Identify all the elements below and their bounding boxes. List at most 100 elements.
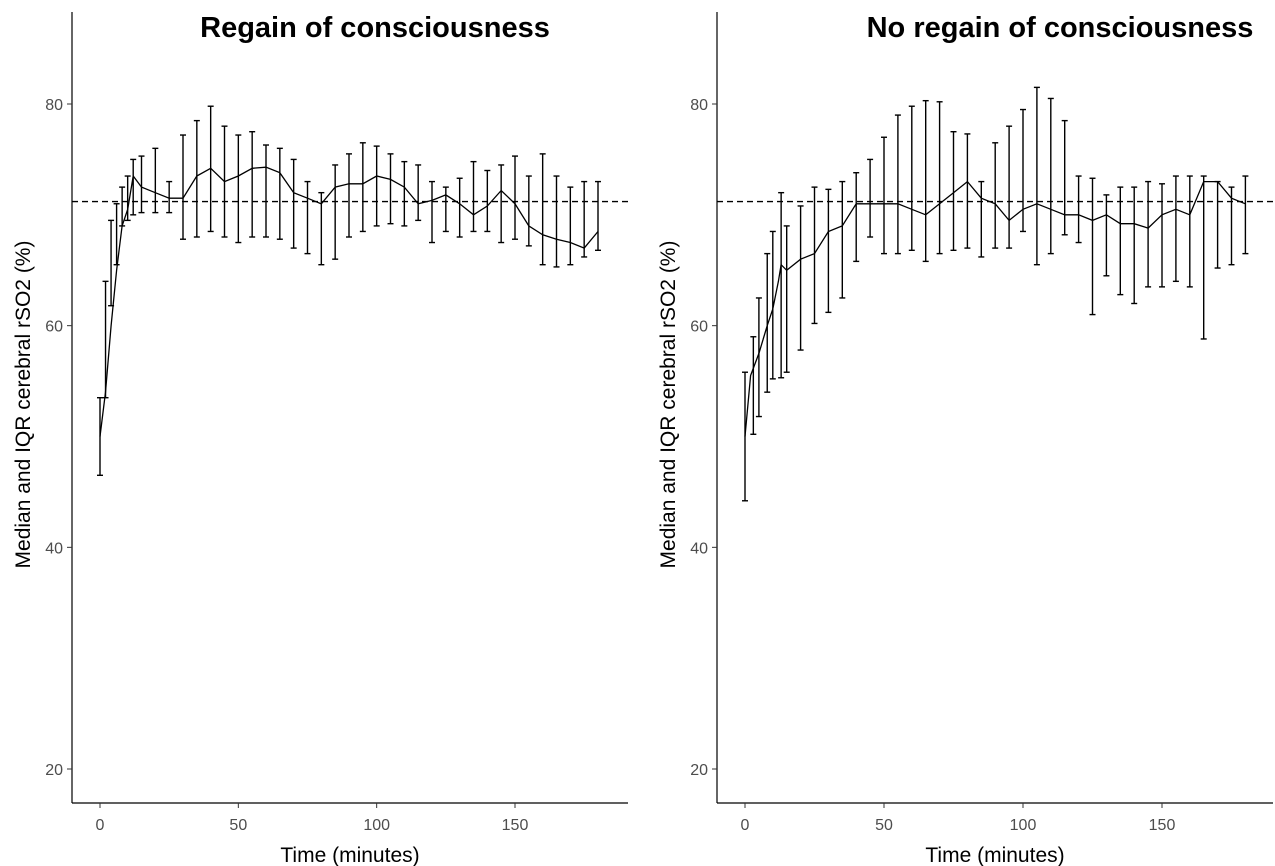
iqr-error-bar	[778, 191, 785, 379]
iqr-error-bar	[102, 280, 109, 399]
iqr-error-bar	[193, 119, 200, 238]
median-line	[99, 166, 599, 437]
y-tick-label: 60	[690, 319, 708, 336]
y-tick-label: 20	[45, 762, 63, 779]
chart-title: No regain of consciousness	[867, 12, 1254, 44]
x-tick-label: 0	[96, 817, 105, 834]
iqr-error-bar	[359, 142, 366, 233]
iqr-error-bar	[108, 219, 115, 307]
iqr-error-bar	[512, 155, 518, 240]
iqr-error-bar	[429, 180, 435, 244]
iqr-error-bar	[853, 172, 860, 263]
iqr-error-bar	[1047, 97, 1054, 255]
x-tick-label: 150	[1149, 817, 1176, 834]
y-axis-title: Median and IQR cerebral rSO2 (%)	[657, 241, 680, 569]
iqr-error-bar	[1228, 186, 1235, 266]
y-tick-label: 60	[45, 319, 63, 336]
iqr-error-bar	[936, 101, 943, 255]
iqr-error-bar	[498, 164, 505, 244]
x-axis-title: Time (minutes)	[925, 844, 1064, 866]
y-tick-label: 20	[690, 762, 708, 779]
iqr-error-bar	[304, 180, 311, 255]
iqr-error-bar	[138, 155, 145, 214]
iqr-error-bar	[1145, 180, 1152, 288]
iqr-error-bar	[1006, 125, 1013, 249]
x-tick-label: 50	[875, 817, 893, 834]
iqr-error-bar	[1186, 175, 1193, 288]
y-tick-label: 40	[690, 540, 708, 557]
chart-panel-no-regain: No regain of consciousness 20 40 60 80 0 50 100…	[657, 12, 1273, 866]
iqr-error-bar	[1117, 186, 1124, 296]
iqr-error-bar	[769, 230, 776, 380]
iqr-error-bar	[595, 180, 601, 252]
iqr-error-bar	[415, 164, 422, 222]
iqr-error-bar	[442, 186, 449, 233]
iqr-error-bar	[113, 203, 120, 266]
iqr-error-bar	[1159, 183, 1165, 288]
x-tick-label: 0	[741, 817, 750, 834]
iqr-error-bar	[867, 158, 874, 238]
iqr-error-bar	[581, 180, 588, 258]
iqr-error-bar	[276, 147, 283, 240]
iqr-error-bar	[1131, 186, 1138, 305]
iqr-error-bar	[1075, 175, 1082, 244]
x-axis-title: Time (minutes)	[280, 844, 419, 866]
y-tick-label: 80	[45, 97, 63, 114]
iqr-error-bar	[992, 142, 999, 249]
iqr-error-bar	[1103, 194, 1110, 277]
iqr-error-bar	[1200, 175, 1207, 340]
iqr-error-bar	[235, 134, 242, 244]
iqr-error-bar	[346, 153, 352, 238]
iqr-error-bar	[755, 297, 762, 418]
iqr-error-bar	[964, 133, 971, 249]
iqr-error-bar	[1033, 86, 1040, 266]
iqr-error-bar	[401, 160, 408, 227]
iqr-error-bar	[152, 147, 159, 214]
iqr-error-bar	[1214, 180, 1221, 269]
iqr-error-bar	[318, 191, 325, 266]
iqr-error-bar	[908, 105, 915, 252]
chart-panel-regain: Regain of consciousness 20 40 60 80 0 50 100 150…	[12, 12, 628, 866]
median-line	[744, 180, 1246, 437]
iqr-error-bar	[166, 180, 173, 214]
iqr-error-bar	[922, 99, 929, 263]
iqr-error-bar	[750, 336, 757, 435]
chart-title: Regain of consciousness	[200, 12, 550, 44]
iqr-error-bar	[783, 225, 790, 373]
iqr-error-bar	[1061, 119, 1068, 236]
iqr-error-bar	[290, 158, 297, 249]
iqr-error-bar	[978, 180, 985, 258]
iqr-error-bar	[373, 145, 380, 227]
iqr-error-bar	[894, 114, 901, 255]
y-tick-label: 40	[45, 540, 63, 557]
y-tick-label: 80	[690, 97, 708, 114]
iqr-error-bar	[130, 158, 137, 216]
iqr-error-bar	[263, 144, 269, 238]
iqr-error-bar	[539, 153, 546, 266]
iqr-error-bar	[1089, 177, 1096, 316]
y-axis-title: Median and IQR cerebral rSO2 (%)	[12, 241, 35, 569]
iqr-error-bar	[811, 186, 818, 325]
iqr-error-bar	[180, 134, 186, 240]
iqr-error-bar	[484, 169, 491, 233]
x-tick-label: 150	[502, 817, 529, 834]
iqr-error-bar	[456, 177, 463, 238]
iqr-error-bar	[553, 175, 560, 268]
iqr-error-bar	[1020, 108, 1026, 233]
iqr-error-bar	[950, 131, 957, 252]
x-tick-label: 100	[1010, 817, 1037, 834]
iqr-error-bar	[881, 136, 887, 255]
iqr-error-bar	[825, 188, 832, 314]
iqr-error-bar	[839, 180, 846, 299]
iqr-error-bar	[470, 160, 477, 233]
iqr-error-bar	[332, 164, 339, 260]
iqr-error-bar	[567, 186, 574, 266]
x-tick-label: 50	[229, 817, 247, 834]
iqr-error-bar	[249, 131, 256, 238]
iqr-error-bar	[124, 175, 131, 222]
iqr-error-bar	[525, 175, 532, 247]
iqr-error-bar	[1242, 175, 1249, 255]
iqr-error-bar	[797, 205, 804, 351]
x-tick-label: 100	[363, 817, 390, 834]
